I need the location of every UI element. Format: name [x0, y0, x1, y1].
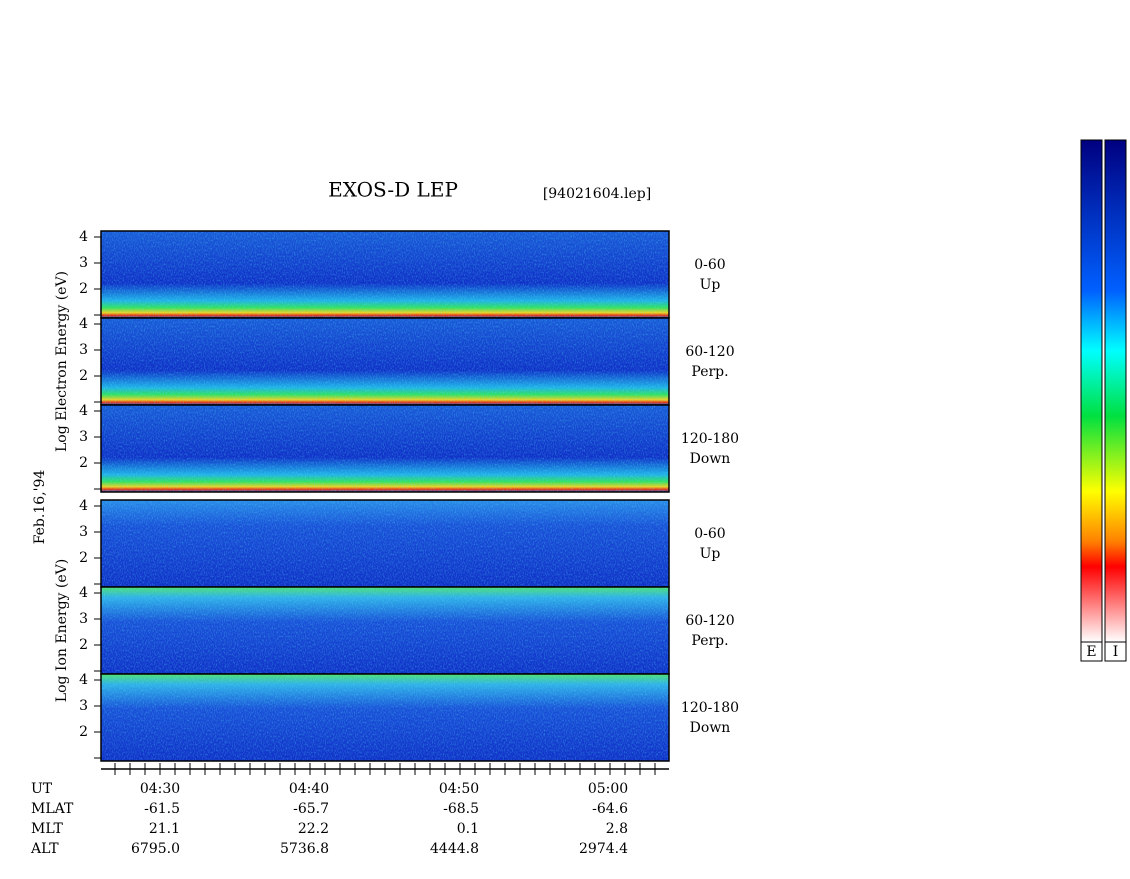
- y-tick-label: 4: [79, 585, 88, 601]
- y-tick-label: 3: [79, 342, 88, 358]
- colorbar: [1104, 139, 1127, 643]
- range-label: 120-180: [681, 431, 739, 447]
- spectrogram-noise: [101, 674, 669, 761]
- range-label: 0-60: [694, 257, 725, 273]
- y-tick-label: 3: [79, 611, 88, 627]
- axis-value: 05:00: [588, 781, 628, 797]
- range-label: 0-60: [694, 526, 725, 542]
- row-label: MLAT: [31, 801, 74, 817]
- range-label: 120-180: [681, 700, 739, 716]
- date: Feb.16,'94: [32, 470, 48, 545]
- axis-value: 04:50: [439, 781, 479, 797]
- file-name: [94021604.lep]: [543, 186, 651, 202]
- y-tick-label: 3: [79, 255, 88, 271]
- row-label: MLT: [31, 821, 63, 837]
- axis-value: 0.1: [457, 821, 479, 837]
- y-tick-label: 2: [79, 281, 88, 297]
- spectrogram-noise: [101, 500, 669, 587]
- y-tick-label: 4: [79, 403, 88, 419]
- y-tick-label: 2: [79, 637, 88, 653]
- direction-label: Perp.: [691, 633, 728, 649]
- panel-frame: [100, 673, 670, 762]
- y-tick-label: 3: [79, 429, 88, 445]
- axis-value: 21.1: [149, 821, 180, 837]
- range-label: 60-120: [685, 613, 734, 629]
- axis-value: 04:30: [140, 781, 180, 797]
- axis-value: 5736.8: [280, 841, 329, 857]
- spectrogram-noise: [101, 405, 669, 492]
- title: EXOS-D LEP: [328, 178, 458, 202]
- axis-value: 2974.4: [579, 841, 628, 857]
- y-tick-label: 2: [79, 455, 88, 471]
- y-tick-label: 4: [79, 498, 88, 514]
- axis-value: 4444.8: [430, 841, 479, 857]
- direction-label: Down: [690, 720, 731, 736]
- colorbar-label: I: [1113, 644, 1119, 660]
- colorbar-label: E: [1086, 644, 1096, 660]
- axis-value: -68.5: [443, 801, 479, 817]
- direction-label: Up: [700, 546, 721, 562]
- row-label: ALT: [30, 841, 59, 857]
- group-label: Log Electron Energy (eV): [54, 271, 70, 452]
- axis-value: -61.5: [144, 801, 180, 817]
- colorbar: [1080, 139, 1103, 643]
- range-label: 60-120: [685, 344, 734, 360]
- colorbar-label-box: [1104, 641, 1127, 662]
- y-tick-label: 3: [79, 524, 88, 540]
- axis-value: 22.2: [298, 821, 329, 837]
- y-tick-label: 4: [79, 229, 88, 245]
- spectrogram-noise: [101, 318, 669, 405]
- axis-value: 6795.0: [131, 841, 180, 857]
- axis-value: -64.6: [592, 801, 628, 817]
- spectrogram-noise: [101, 587, 669, 674]
- direction-label: Down: [690, 451, 731, 467]
- group-label: Log Ion Energy (eV): [54, 559, 70, 702]
- spectrogram-noise: [101, 231, 669, 318]
- colorbar-label-box: [1080, 641, 1103, 662]
- y-tick-label: 4: [79, 316, 88, 332]
- y-tick-label: 4: [79, 672, 88, 688]
- y-tick-label: 2: [79, 550, 88, 566]
- axis-value: -65.7: [293, 801, 329, 817]
- panel-frame: [100, 404, 670, 493]
- row-label: UT: [31, 781, 53, 797]
- y-tick-label: 2: [79, 724, 88, 740]
- y-tick-label: 3: [79, 698, 88, 714]
- axis-value: 04:40: [289, 781, 329, 797]
- y-tick-label: 2: [79, 368, 88, 384]
- axis-value: 2.8: [606, 821, 628, 837]
- direction-label: Up: [700, 277, 721, 293]
- direction-label: Perp.: [691, 364, 728, 380]
